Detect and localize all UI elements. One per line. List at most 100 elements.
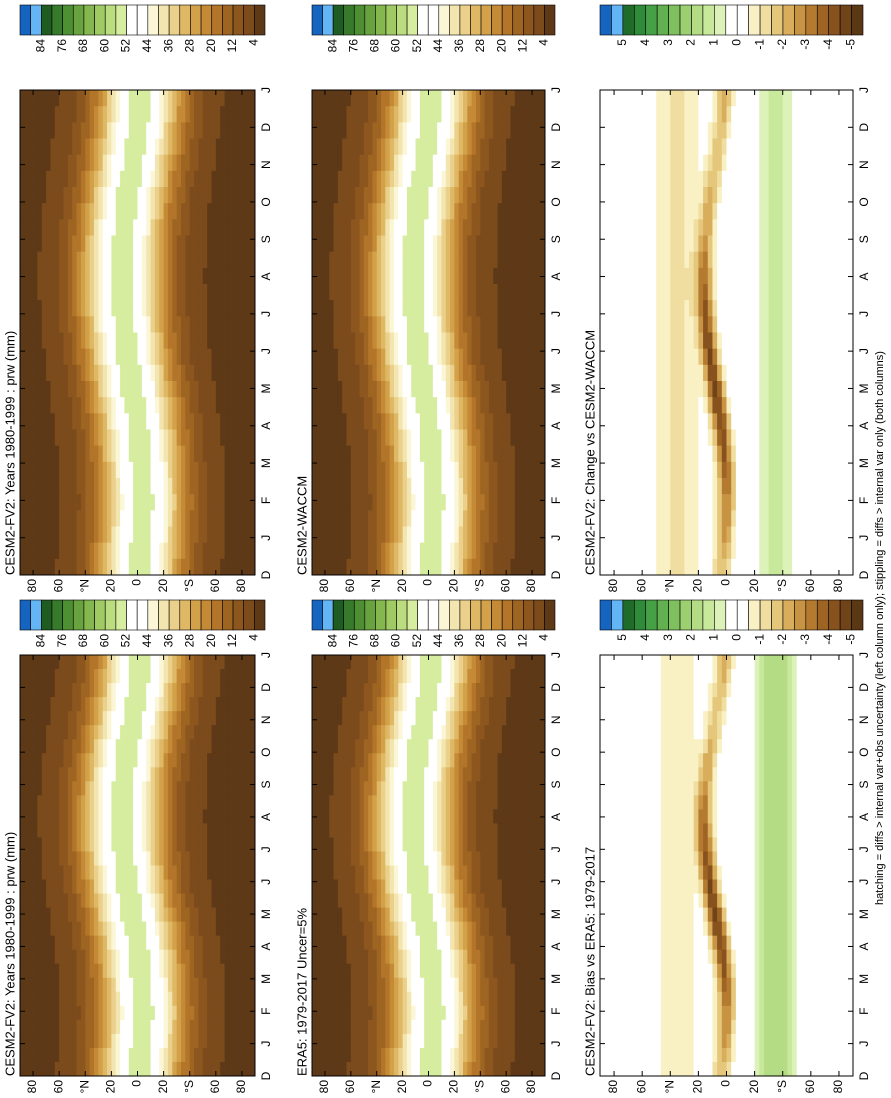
field-cell bbox=[89, 89, 95, 107]
field-cell bbox=[467, 710, 473, 726]
field-cell bbox=[393, 794, 399, 810]
field-cell bbox=[246, 921, 252, 936]
field-cell bbox=[189, 429, 195, 446]
field-cell bbox=[20, 865, 25, 880]
colorbar-box bbox=[104, 599, 117, 631]
field-cell bbox=[337, 837, 343, 852]
field-cell bbox=[120, 105, 125, 123]
field-cell bbox=[50, 526, 56, 543]
field-cell bbox=[120, 235, 125, 252]
field-cell bbox=[85, 822, 91, 838]
field-cell bbox=[194, 89, 199, 107]
field-cell bbox=[458, 1061, 464, 1076]
field-cell bbox=[167, 682, 173, 698]
field-cell bbox=[497, 1061, 503, 1076]
field-cell bbox=[368, 935, 373, 950]
field-cell bbox=[154, 121, 160, 139]
field-cell bbox=[506, 879, 511, 894]
field-cell bbox=[527, 1019, 533, 1034]
field-cell bbox=[480, 949, 485, 964]
field-cell bbox=[437, 794, 442, 810]
field-cell bbox=[194, 477, 199, 495]
field-cell bbox=[28, 808, 34, 824]
field-cell bbox=[194, 949, 199, 964]
field-cell bbox=[454, 865, 460, 880]
field-cell bbox=[163, 963, 169, 978]
field-cell bbox=[176, 364, 182, 381]
field-cell bbox=[146, 380, 151, 398]
field-cell bbox=[50, 977, 56, 992]
field-cell bbox=[133, 696, 138, 712]
field-cell bbox=[432, 1047, 438, 1062]
colorbar-label: 52 bbox=[119, 39, 133, 53]
field-cell bbox=[59, 1033, 64, 1048]
field-cell bbox=[510, 822, 516, 838]
x-tick-label: S bbox=[259, 781, 273, 789]
field-cell bbox=[342, 1061, 347, 1076]
field-cell bbox=[46, 1047, 51, 1062]
field-cell bbox=[102, 1061, 108, 1076]
field-cell bbox=[316, 1061, 322, 1076]
field-cell bbox=[176, 299, 182, 317]
field-cell bbox=[211, 235, 217, 252]
field-cell bbox=[419, 696, 425, 712]
field-cell bbox=[211, 696, 217, 712]
field-cell bbox=[137, 526, 143, 543]
field-cell bbox=[393, 949, 399, 964]
field-cell bbox=[93, 963, 99, 978]
field-cell bbox=[124, 865, 130, 880]
field-cell bbox=[250, 991, 256, 1006]
field-cell bbox=[63, 412, 69, 430]
field-cell bbox=[450, 738, 455, 754]
field-cell bbox=[167, 251, 173, 268]
field-cell bbox=[141, 893, 147, 908]
field-cell bbox=[241, 558, 247, 575]
field-cell bbox=[437, 921, 442, 936]
field-cell bbox=[120, 1005, 125, 1020]
field-cell bbox=[250, 724, 256, 740]
field-cell bbox=[133, 89, 138, 107]
field-cell bbox=[233, 851, 238, 866]
field-cell bbox=[172, 1033, 178, 1048]
field-cell bbox=[50, 1047, 56, 1062]
field-cell bbox=[463, 921, 468, 936]
field-cell bbox=[324, 837, 330, 852]
field-cell bbox=[381, 710, 386, 726]
field-cell bbox=[241, 138, 247, 155]
field-cell bbox=[189, 654, 195, 670]
field-cell bbox=[159, 493, 165, 511]
field-cell bbox=[167, 154, 173, 171]
field-cell bbox=[220, 412, 225, 430]
field-cell bbox=[389, 1061, 395, 1076]
field-cell bbox=[133, 445, 138, 462]
field-cell bbox=[432, 977, 438, 992]
field-cell bbox=[510, 1019, 516, 1034]
field-cell bbox=[207, 251, 212, 268]
field-cell bbox=[385, 682, 391, 698]
field-cell bbox=[28, 879, 34, 894]
field-cell bbox=[189, 235, 195, 252]
field-cell bbox=[80, 315, 86, 333]
field-cell bbox=[224, 526, 230, 543]
field-cell bbox=[154, 170, 160, 187]
field-cell bbox=[320, 935, 326, 950]
field-cell bbox=[532, 893, 537, 908]
field-cell bbox=[146, 921, 151, 936]
field-cell bbox=[454, 808, 460, 824]
field-cell bbox=[63, 170, 69, 187]
field-cell bbox=[342, 893, 347, 908]
field-cell bbox=[215, 808, 221, 824]
field-cell bbox=[211, 977, 217, 992]
field-cell bbox=[202, 724, 208, 740]
field-cell bbox=[194, 696, 199, 712]
field-cell bbox=[246, 851, 252, 866]
field-cell bbox=[237, 963, 243, 978]
field-cell bbox=[346, 682, 352, 698]
field-cell bbox=[146, 682, 151, 698]
field-cell bbox=[146, 315, 151, 333]
field-cell bbox=[329, 1019, 334, 1034]
field-cell bbox=[463, 837, 468, 852]
field-cell bbox=[76, 822, 82, 838]
field-cell bbox=[368, 977, 373, 992]
field-cell bbox=[189, 477, 195, 495]
